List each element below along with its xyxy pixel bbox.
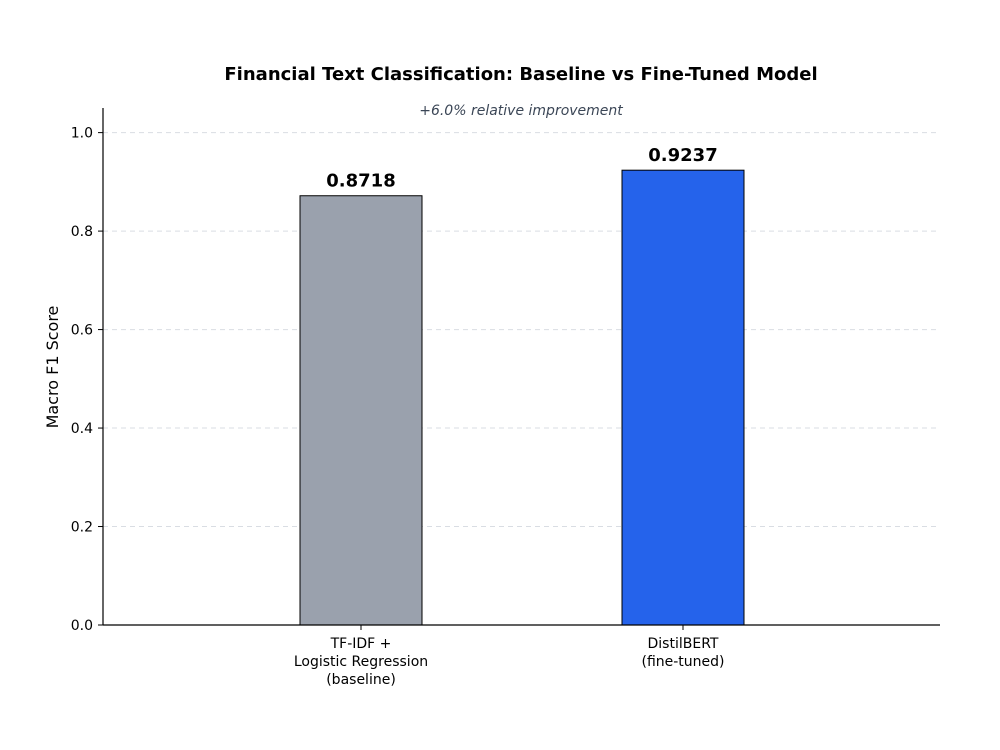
chart-title: Financial Text Classification: Baseline …	[224, 64, 817, 85]
y-tick-label: 0.2	[71, 520, 93, 536]
bar-value-label: 0.9237	[648, 145, 717, 166]
y-tick-label: 0.4	[71, 421, 93, 437]
bar	[621, 169, 745, 626]
bars	[299, 169, 745, 626]
bar	[299, 195, 423, 626]
labels: 0.0 0.2 0.4 0.6 0.8 1.0 0.8718 TF-IDF + Logistic…	[71, 126, 725, 688]
y-tick-label: 0.8	[71, 224, 93, 240]
x-tick-label: (fine-tuned)	[641, 654, 724, 670]
y-axis-label: Macro F1 Score	[43, 306, 62, 429]
axes	[98, 108, 940, 630]
bar-value-label: 0.8718	[326, 171, 395, 192]
y-tick-label: 0.0	[71, 618, 93, 634]
x-tick-label: (baseline)	[326, 672, 396, 688]
chart-subtitle: +6.0% relative improvement	[419, 103, 623, 119]
x-tick-label: DistilBERT	[648, 636, 719, 652]
x-tick-label: TF-IDF +	[330, 636, 392, 652]
y-tick-label: 1.0	[71, 126, 93, 142]
y-tick-label: 0.6	[71, 323, 93, 339]
grid-lines	[103, 132, 940, 528]
x-tick-label: Logistic Regression	[294, 654, 428, 670]
